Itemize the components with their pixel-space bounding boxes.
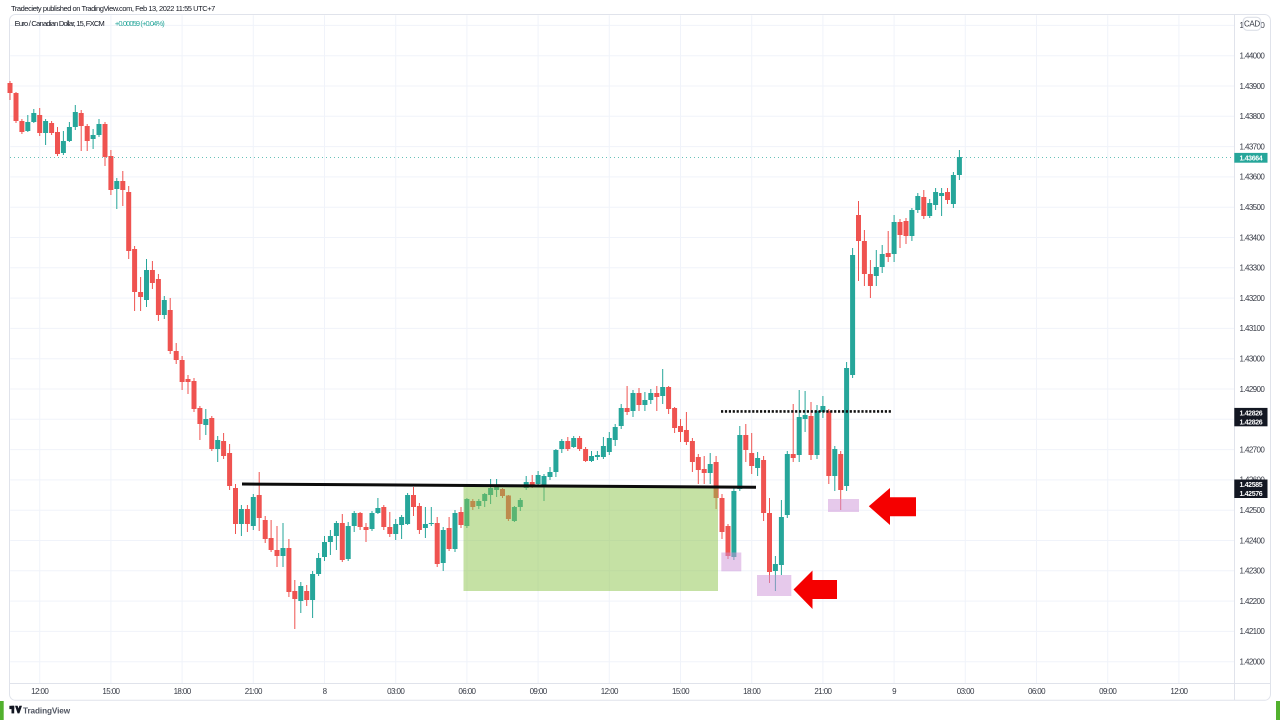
svg-text:18:00: 18:00 [174, 687, 192, 696]
svg-text:03:00: 03:00 [957, 687, 975, 696]
svg-text:1.43800: 1.43800 [1240, 112, 1266, 121]
svg-text:21:00: 21:00 [814, 687, 832, 696]
svg-text:1.42900: 1.42900 [1240, 385, 1266, 394]
svg-text:15:00: 15:00 [102, 687, 120, 696]
svg-text:1.42826: 1.42826 [1239, 410, 1262, 417]
svg-text:15:00: 15:00 [672, 687, 690, 696]
svg-text:1.42700: 1.42700 [1240, 445, 1266, 454]
svg-text:1.43500: 1.43500 [1240, 203, 1266, 212]
svg-text:1.43200: 1.43200 [1240, 294, 1266, 303]
svg-text:CAD: CAD [1244, 19, 1260, 28]
svg-text:21:00: 21:00 [245, 687, 263, 696]
svg-text:1.42576: 1.42576 [1239, 491, 1262, 498]
svg-text:Euro / Canadian Dollar, 15, FX: Euro / Canadian Dollar, 15, FXCM [15, 19, 105, 28]
svg-text:06:00: 06:00 [1028, 687, 1046, 696]
svg-text:18:00: 18:00 [743, 687, 761, 696]
svg-text:8: 8 [323, 687, 328, 696]
svg-text:12:00: 12:00 [31, 687, 49, 696]
svg-text:1.42500: 1.42500 [1240, 506, 1266, 515]
svg-text:1.42400: 1.42400 [1240, 536, 1266, 545]
svg-text:12:00: 12:00 [601, 687, 619, 696]
svg-text:1.43300: 1.43300 [1240, 264, 1266, 273]
svg-text:9: 9 [892, 687, 897, 696]
svg-text:09:00: 09:00 [1099, 687, 1117, 696]
svg-text:1.43600: 1.43600 [1240, 173, 1266, 182]
svg-text:1.43400: 1.43400 [1240, 233, 1266, 242]
svg-text:1.43700: 1.43700 [1240, 142, 1266, 151]
svg-text:1.43000: 1.43000 [1240, 355, 1266, 364]
svg-text:1.42300: 1.42300 [1240, 567, 1266, 576]
svg-text:1.43100: 1.43100 [1240, 324, 1266, 333]
svg-text:09:00: 09:00 [530, 687, 548, 696]
svg-text:1.42100: 1.42100 [1240, 627, 1266, 636]
svg-text:1.42200: 1.42200 [1240, 597, 1266, 606]
svg-text:1.43900: 1.43900 [1240, 82, 1266, 91]
svg-text:+0.00059 (+0.04%): +0.00059 (+0.04%) [115, 19, 165, 28]
svg-text:06:00: 06:00 [458, 687, 476, 696]
svg-text:1.42585: 1.42585 [1239, 482, 1262, 489]
svg-text:Tradeciety published on Tradin: Tradeciety published on TradingView.com,… [11, 4, 215, 13]
svg-text:TradingView: TradingView [23, 706, 71, 715]
svg-text:12:00: 12:00 [1170, 687, 1188, 696]
svg-text:1.44000: 1.44000 [1240, 52, 1266, 61]
svg-text:03:00: 03:00 [387, 687, 405, 696]
svg-text:1.42826: 1.42826 [1239, 420, 1262, 427]
svg-text:1.43664: 1.43664 [1239, 155, 1262, 162]
svg-text:1.42000: 1.42000 [1240, 658, 1266, 667]
